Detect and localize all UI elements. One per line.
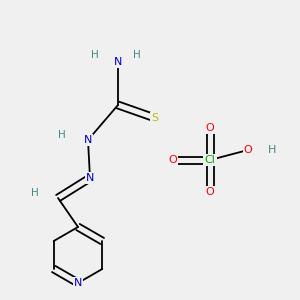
Text: N: N: [86, 173, 94, 183]
Text: O: O: [244, 145, 252, 155]
Text: H: H: [268, 145, 276, 155]
Text: O: O: [206, 123, 214, 133]
Text: O: O: [169, 155, 177, 165]
Text: H: H: [58, 130, 66, 140]
Text: H: H: [133, 50, 141, 60]
Text: S: S: [152, 113, 159, 123]
Text: N: N: [74, 278, 82, 288]
Text: H: H: [91, 50, 99, 60]
Text: Cl: Cl: [205, 155, 215, 165]
Text: N: N: [114, 57, 122, 67]
Text: O: O: [206, 187, 214, 197]
Text: N: N: [84, 135, 92, 145]
Text: H: H: [31, 188, 39, 198]
